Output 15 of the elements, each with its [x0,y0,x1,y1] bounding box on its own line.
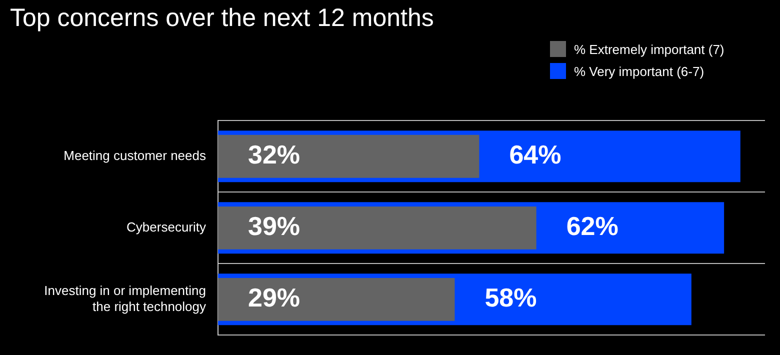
data-label: 62% [566,211,618,242]
data-label: 58% [484,282,537,313]
y-tick-label: Investing in or implementing the right technology [44,283,206,314]
data-label: 64% [509,140,562,170]
bar [218,206,536,250]
bar [218,134,480,178]
y-tick-label: Cybersecurity [126,219,206,234]
y-tick-label: Meeting customer needs [64,148,206,163]
data-label: 32% [248,140,300,170]
legend-label: % Extremely important (7) [574,42,724,56]
chart-title: Top concerns over the next 12 months [10,4,434,33]
legend-label: % Very important (6-7) [574,64,704,78]
bar [218,278,455,321]
data-label: 29% [248,282,300,313]
data-label: 39% [248,211,300,242]
